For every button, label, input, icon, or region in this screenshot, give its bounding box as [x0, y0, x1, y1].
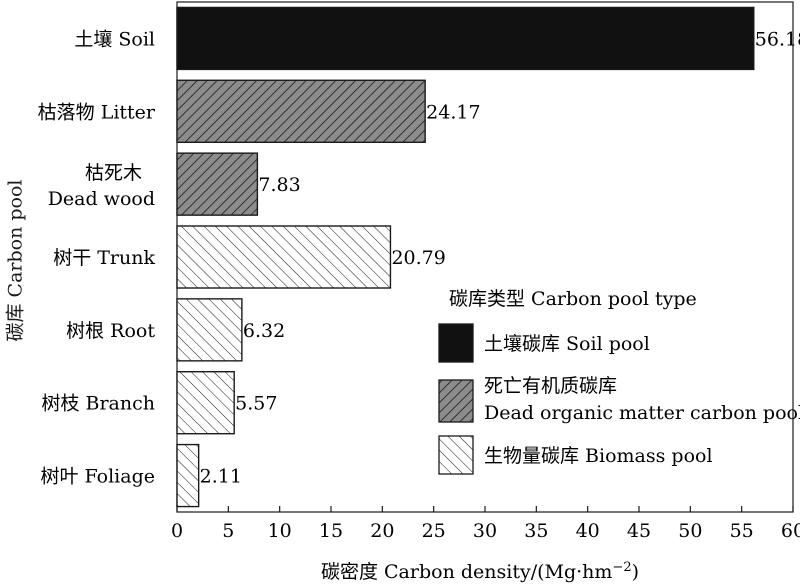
category-label: 枯落物 Litter	[38, 101, 156, 123]
bar-value-label: 56.18	[755, 28, 800, 50]
category-label: 树叶 Foliage	[40, 466, 155, 488]
x-tick-label: 15	[319, 520, 343, 542]
category-label: 树根 Root	[66, 320, 155, 342]
bar-biomass	[176, 225, 392, 289]
bar-soil	[176, 6, 755, 71]
x-tick-label: 0	[171, 520, 183, 542]
category-label: 树干 Trunk	[53, 247, 155, 269]
bar-biomass	[176, 371, 235, 435]
x-tick-label: 30	[473, 520, 497, 542]
legend-label: 死亡有机质碳库	[484, 375, 617, 397]
x-tick-label: 35	[524, 520, 548, 542]
bar-value-label: 2.11	[200, 466, 242, 488]
legend-swatch-soil	[438, 323, 474, 363]
axes: 0 5 10 15 20 25 30 35 40 45 50 55 60 碳密度 Carbon densi…	[171, 1, 800, 583]
bar-value-label: 20.79	[391, 247, 445, 269]
bar-biomass	[176, 298, 243, 362]
x-tick-label: 20	[370, 520, 394, 542]
legend-label: 土壤碳库 Soil pool	[484, 333, 650, 355]
bar-value-label: 5.57	[235, 393, 277, 415]
category-label: 土壤 Soil	[74, 28, 155, 50]
x-tick-label: 50	[678, 520, 702, 542]
x-tick-label: 10	[268, 520, 292, 542]
bar-value-label: 6.32	[243, 320, 285, 342]
x-tick-label: 60	[781, 520, 800, 542]
legend-swatch-biomass	[438, 435, 474, 475]
legend-label: 生物量碳库 Biomass pool	[484, 445, 713, 467]
bars	[176, 6, 755, 508]
bar-dead	[176, 79, 426, 143]
x-tick-label: 40	[576, 520, 600, 542]
legend-title: 碳库类型 Carbon pool type	[449, 288, 697, 310]
legend-swatch-dead	[438, 379, 474, 423]
labels: 56.18 土壤 Soil 24.17 枯落物 Litter 7.83 枯死木 Dead w…	[38, 28, 800, 487]
category-label: Dead wood	[48, 188, 155, 210]
bar-biomass	[176, 443, 200, 508]
category-label: 枯死木	[85, 162, 142, 184]
x-axis-label: 碳密度 Carbon density/(Mg·hm−2)	[321, 560, 639, 583]
x-tick-label: 25	[422, 520, 446, 542]
x-tick-label: 45	[627, 520, 651, 542]
category-label: 树枝 Branch	[41, 393, 155, 415]
legend-label: Dead organic matter carbon pool	[484, 402, 800, 424]
bar-value-label: 24.17	[426, 101, 480, 123]
bar-dead	[176, 152, 259, 216]
legend: 碳库类型 Carbon pool type 土壤碳库 Soil pool 死亡有机质…	[438, 288, 800, 475]
bar-value-label: 7.83	[258, 174, 300, 196]
x-tick-label: 55	[730, 520, 754, 542]
x-tick-label: 5	[222, 520, 234, 542]
